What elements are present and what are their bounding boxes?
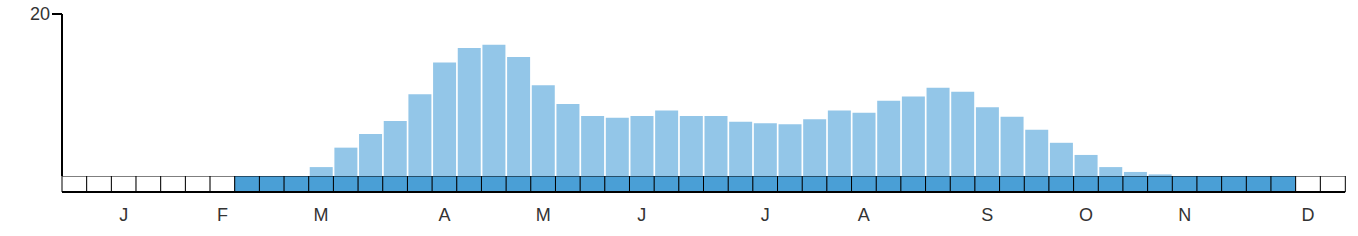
svg-text:J: J <box>761 205 770 225</box>
svg-text:F: F <box>217 205 228 225</box>
svg-text:O: O <box>1079 205 1093 225</box>
svg-text:A: A <box>438 205 450 225</box>
svg-text:A: A <box>858 205 870 225</box>
svg-text:S: S <box>981 205 993 225</box>
svg-text:J: J <box>119 205 128 225</box>
svg-text:M: M <box>314 205 329 225</box>
svg-text:D: D <box>1301 205 1314 225</box>
svg-text:N: N <box>1178 205 1191 225</box>
svg-text:20: 20 <box>30 4 50 24</box>
svg-text:M: M <box>536 205 551 225</box>
svg-text:J: J <box>637 205 646 225</box>
